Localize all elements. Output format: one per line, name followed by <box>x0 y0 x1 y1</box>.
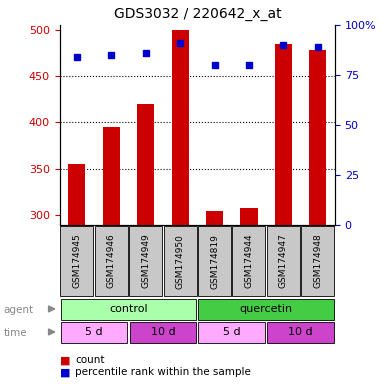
Bar <box>309 50 326 225</box>
Text: 10 d: 10 d <box>151 327 175 337</box>
Text: 5 d: 5 d <box>223 327 241 337</box>
Text: GSM174944: GSM174944 <box>244 234 253 288</box>
Bar <box>198 298 334 320</box>
Text: time: time <box>4 328 27 338</box>
Bar <box>129 226 162 296</box>
Bar <box>233 226 265 296</box>
Bar <box>275 43 292 225</box>
Bar <box>68 164 85 225</box>
Text: ■: ■ <box>60 355 70 365</box>
Text: GSM174945: GSM174945 <box>72 234 81 288</box>
Bar <box>103 127 120 225</box>
Bar <box>61 321 127 343</box>
Text: ■: ■ <box>60 367 70 377</box>
Bar <box>240 208 258 225</box>
Text: GSM174946: GSM174946 <box>107 234 116 288</box>
Bar <box>60 226 94 296</box>
Bar <box>164 226 197 296</box>
Text: GSM174819: GSM174819 <box>210 234 219 288</box>
Bar <box>61 298 196 320</box>
Text: agent: agent <box>4 305 34 315</box>
Bar <box>137 104 154 225</box>
Bar <box>267 226 300 296</box>
Text: count: count <box>75 355 105 365</box>
Bar <box>95 226 128 296</box>
Text: GSM174948: GSM174948 <box>313 234 322 288</box>
Text: GSM174947: GSM174947 <box>279 234 288 288</box>
Text: percentile rank within the sample: percentile rank within the sample <box>75 367 251 377</box>
Text: control: control <box>109 304 148 314</box>
Title: GDS3032 / 220642_x_at: GDS3032 / 220642_x_at <box>114 7 281 21</box>
Text: 5 d: 5 d <box>85 327 103 337</box>
Bar <box>129 321 196 343</box>
Text: GSM174950: GSM174950 <box>176 234 185 288</box>
Bar <box>301 226 334 296</box>
Text: 10 d: 10 d <box>288 327 313 337</box>
Bar <box>198 226 231 296</box>
Bar <box>267 321 334 343</box>
Bar <box>198 321 265 343</box>
Bar <box>206 211 223 225</box>
Bar <box>171 30 189 225</box>
Text: GSM174949: GSM174949 <box>141 234 150 288</box>
Text: quercetin: quercetin <box>239 304 293 314</box>
